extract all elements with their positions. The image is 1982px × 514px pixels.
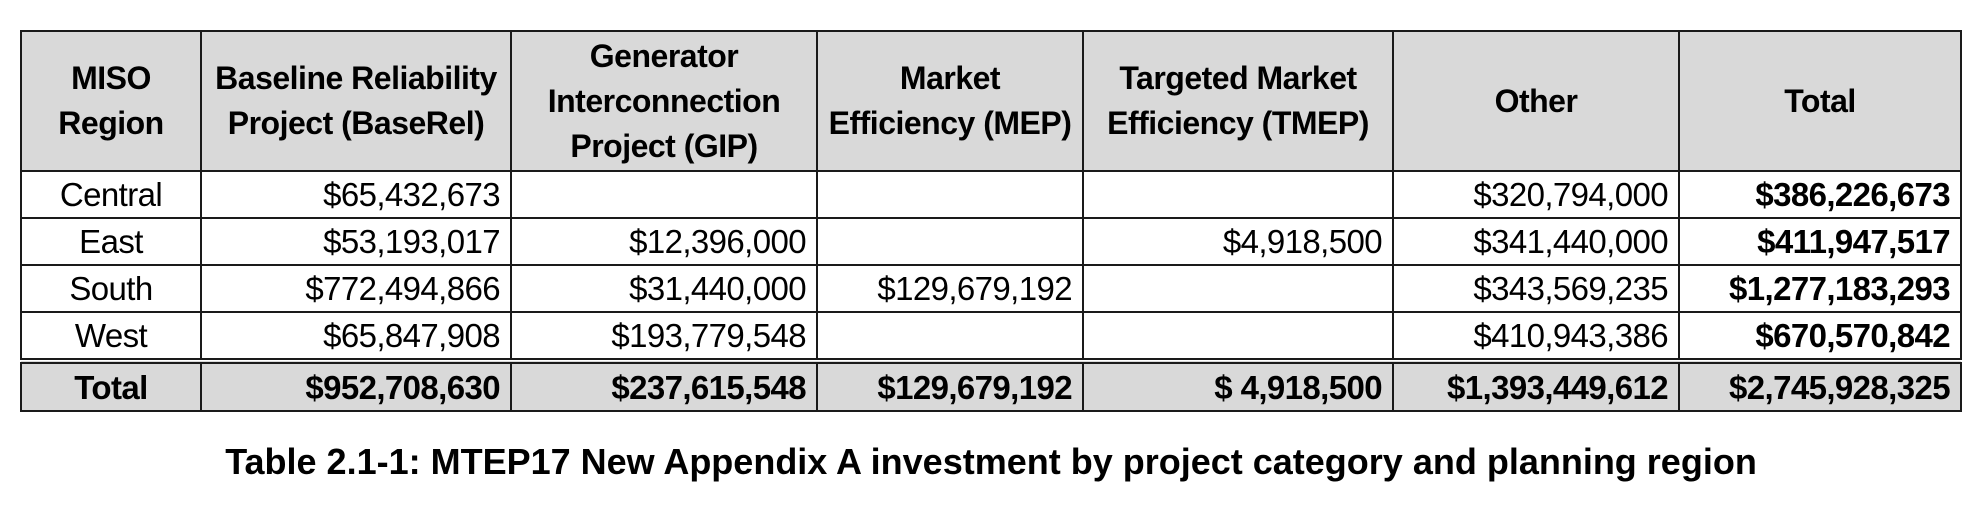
table-cell: $193,779,548	[510, 311, 818, 362]
table-cell	[1082, 170, 1394, 219]
table-cell: $410,943,386	[1392, 311, 1680, 362]
total-row: Total $952,708,630 $237,615,548 $129,679…	[20, 358, 1962, 412]
table-cell	[816, 311, 1084, 362]
table-cell	[816, 217, 1084, 266]
table-cell	[816, 170, 1084, 219]
table-cell	[510, 170, 818, 219]
column-header-tmep: Targeted Market Efficiency (TMEP)	[1082, 30, 1394, 172]
column-header-gip: Generator Interconnection Project (GIP)	[510, 30, 818, 172]
total-cell-other: $1,393,449,612	[1392, 358, 1680, 412]
table-cell: $341,440,000	[1392, 217, 1680, 266]
header-row: MISO Region Baseline Reliability Project…	[20, 30, 1962, 172]
table-cell: $53,193,017	[200, 217, 512, 266]
table-cell: $12,396,000	[510, 217, 818, 266]
table-row: East $53,193,017 $12,396,000 $4,918,500 …	[20, 217, 1962, 266]
table-cell	[1082, 264, 1394, 313]
investment-table: MISO Region Baseline Reliability Project…	[20, 30, 1962, 412]
table-cell-row-total: $411,947,517	[1678, 217, 1962, 266]
total-cell-mep: $129,679,192	[816, 358, 1084, 412]
total-cell-grand-total: $2,745,928,325	[1678, 358, 1962, 412]
table-cell-row-total: $1,277,183,293	[1678, 264, 1962, 313]
total-cell-baserel: $952,708,630	[200, 358, 512, 412]
table-row: West $65,847,908 $193,779,548 $410,943,3…	[20, 311, 1962, 362]
table-cell: $343,569,235	[1392, 264, 1680, 313]
table-cell: $65,847,908	[200, 311, 512, 362]
table-cell-region: West	[20, 311, 202, 362]
table-cell: $320,794,000	[1392, 170, 1680, 219]
table-cell-row-total: $386,226,673	[1678, 170, 1962, 219]
table-row: Central $65,432,673 $320,794,000 $386,22…	[20, 170, 1962, 219]
table-cell: $65,432,673	[200, 170, 512, 219]
column-header-region: MISO Region	[20, 30, 202, 172]
table-cell-region: South	[20, 264, 202, 313]
table-cell: $772,494,866	[200, 264, 512, 313]
total-row-label: Total	[20, 358, 202, 412]
table-cell: $129,679,192	[816, 264, 1084, 313]
table-cell-region: East	[20, 217, 202, 266]
column-header-other: Other	[1392, 30, 1680, 172]
total-cell-tmep: $ 4,918,500	[1082, 358, 1394, 412]
table-cell: $4,918,500	[1082, 217, 1394, 266]
total-cell-gip: $237,615,548	[510, 358, 818, 412]
investment-table-container: MISO Region Baseline Reliability Project…	[20, 30, 1962, 412]
column-header-mep: Market Efficiency (MEP)	[816, 30, 1084, 172]
column-header-total: Total	[1678, 30, 1962, 172]
table-cell-row-total: $670,570,842	[1678, 311, 1962, 362]
table-caption: Table 2.1-1: MTEP17 New Appendix A inves…	[225, 441, 1757, 482]
table-cell	[1082, 311, 1394, 362]
table-row: South $772,494,866 $31,440,000 $129,679,…	[20, 264, 1962, 313]
table-cell: $31,440,000	[510, 264, 818, 313]
column-header-baserel: Baseline Reliability Project (BaseRel)	[200, 30, 512, 172]
table-cell-region: Central	[20, 170, 202, 219]
